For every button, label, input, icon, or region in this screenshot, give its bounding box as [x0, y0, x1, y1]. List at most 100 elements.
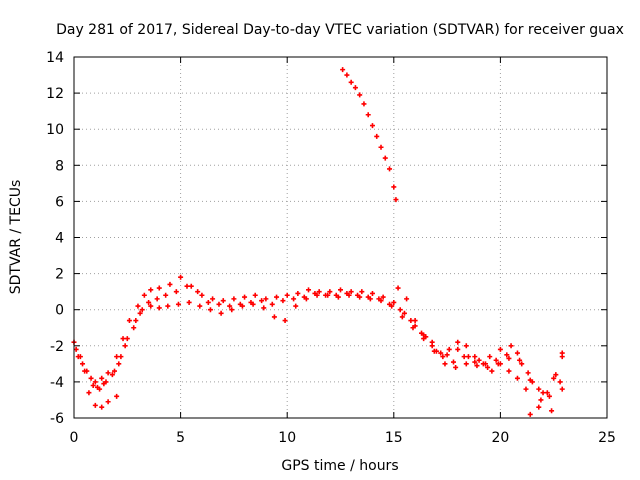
data-point: [391, 299, 397, 305]
data-point: [105, 370, 111, 376]
x-tick-label: 20: [491, 430, 509, 446]
data-point: [527, 377, 533, 383]
data-point: [367, 296, 373, 302]
data-point: [199, 292, 205, 298]
data-point: [126, 318, 132, 324]
data-point: [146, 299, 152, 305]
data-point: [207, 307, 213, 313]
data-point: [188, 283, 194, 289]
data-point: [303, 296, 309, 302]
data-point: [131, 325, 137, 331]
data-point: [327, 289, 333, 295]
data-point: [393, 197, 399, 203]
data-point: [314, 292, 320, 298]
data-point: [259, 298, 265, 304]
data-point: [412, 318, 418, 324]
data-point: [167, 281, 173, 287]
data-point: [551, 375, 557, 381]
data-point: [205, 299, 211, 305]
data-point: [361, 101, 367, 107]
x-axis-label: GPS time / hours: [281, 458, 398, 474]
data-point: [216, 301, 222, 307]
y-tick-label: -2: [50, 339, 64, 355]
data-point: [527, 411, 533, 417]
data-point: [340, 67, 346, 73]
data-point: [497, 346, 503, 352]
series-track-a: [71, 274, 565, 396]
x-tick-label: 25: [598, 430, 616, 446]
data-point: [461, 354, 467, 360]
grid: [74, 57, 607, 418]
data-point: [348, 289, 354, 295]
data-point: [99, 404, 105, 410]
y-tick-label: 12: [46, 86, 64, 102]
y-tick-label: 6: [55, 194, 64, 210]
data-point: [156, 305, 162, 311]
data-point: [546, 393, 552, 399]
data-point: [474, 363, 480, 369]
data-point: [429, 343, 435, 349]
data-point: [141, 292, 147, 298]
data-point: [148, 303, 154, 309]
data-point: [444, 352, 450, 358]
data-point: [239, 303, 245, 309]
data-point: [514, 375, 520, 381]
data-point: [463, 361, 469, 367]
data-point: [431, 348, 437, 354]
data-point: [92, 379, 98, 385]
data-point: [442, 361, 448, 367]
data-point: [357, 294, 363, 300]
data-point: [348, 79, 354, 85]
data-point: [536, 386, 542, 392]
data-point: [250, 301, 256, 307]
data-point: [75, 354, 81, 360]
data-point: [97, 386, 103, 392]
data-point: [263, 296, 269, 302]
data-point: [122, 343, 128, 349]
data-point: [493, 357, 499, 363]
data-point: [465, 354, 471, 360]
data-point: [133, 318, 139, 324]
data-point: [525, 370, 531, 376]
data-point: [519, 361, 525, 367]
data-point: [306, 287, 312, 293]
series-track-d: [86, 285, 565, 417]
data-point: [218, 310, 224, 316]
data-point: [103, 379, 109, 385]
data-point: [540, 390, 546, 396]
data-point: [472, 359, 478, 365]
data-point: [124, 336, 130, 342]
data-point: [269, 301, 275, 307]
data-point: [282, 318, 288, 324]
data-point: [453, 364, 459, 370]
data-point: [485, 364, 491, 370]
data-point: [523, 386, 529, 392]
data-point: [463, 343, 469, 349]
y-tick-label: 4: [55, 231, 64, 247]
data-point: [476, 357, 482, 363]
data-point: [506, 368, 512, 374]
data-point: [559, 350, 565, 356]
data-point: [335, 294, 341, 300]
data-point: [455, 339, 461, 345]
data-point: [401, 310, 407, 316]
data-point: [195, 289, 201, 295]
x-tick-label: 15: [385, 430, 403, 446]
data-point: [80, 361, 86, 367]
y-tick-label: 2: [55, 267, 64, 283]
data-point: [391, 184, 397, 190]
data-point: [408, 318, 414, 324]
data-point: [274, 294, 280, 300]
data-point: [284, 292, 290, 298]
plot-frame: [73, 56, 608, 419]
data-point: [271, 314, 277, 320]
data-point: [261, 305, 267, 311]
data-point: [139, 307, 145, 313]
data-point: [344, 72, 350, 78]
data-point: [497, 361, 503, 367]
data-point: [220, 298, 226, 304]
data-point: [357, 92, 363, 98]
data-point: [280, 298, 286, 304]
data-point: [514, 350, 520, 356]
